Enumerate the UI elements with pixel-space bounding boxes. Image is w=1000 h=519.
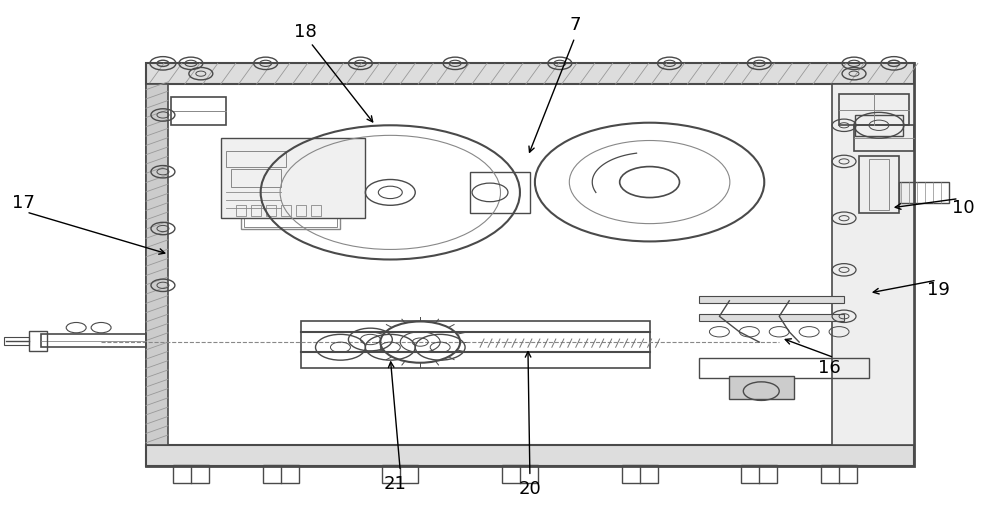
- Bar: [741, 465, 777, 483]
- Bar: [159, 70, 899, 458]
- Bar: [699, 313, 844, 321]
- Text: 16: 16: [818, 359, 840, 377]
- Bar: [502, 465, 538, 483]
- Bar: [171, 97, 226, 125]
- Bar: [382, 465, 418, 483]
- Bar: [699, 296, 844, 304]
- Bar: [622, 465, 658, 483]
- Bar: [236, 206, 246, 215]
- Bar: [244, 158, 337, 227]
- Bar: [266, 206, 276, 215]
- Text: 7: 7: [569, 16, 581, 34]
- Bar: [226, 151, 286, 167]
- Text: 20: 20: [519, 480, 541, 498]
- Text: 19: 19: [927, 281, 950, 299]
- Bar: [832, 84, 914, 445]
- Text: 18: 18: [294, 23, 317, 42]
- Bar: [231, 169, 281, 187]
- Bar: [821, 465, 857, 483]
- Text: 10: 10: [952, 199, 975, 217]
- Bar: [29, 331, 47, 351]
- Bar: [699, 358, 869, 378]
- Bar: [301, 321, 650, 368]
- Text: 17: 17: [12, 194, 35, 212]
- Bar: [251, 206, 261, 215]
- Bar: [899, 182, 949, 203]
- Bar: [869, 159, 889, 211]
- Bar: [263, 465, 299, 483]
- Bar: [146, 445, 914, 466]
- Bar: [470, 172, 530, 213]
- Bar: [729, 376, 794, 399]
- Bar: [146, 63, 914, 466]
- Text: 21: 21: [384, 475, 407, 493]
- Bar: [41, 334, 146, 347]
- Bar: [281, 206, 291, 215]
- Bar: [859, 156, 899, 213]
- Bar: [311, 206, 320, 215]
- Bar: [296, 206, 306, 215]
- Bar: [241, 156, 340, 228]
- Bar: [146, 63, 914, 84]
- Bar: [146, 84, 168, 445]
- Bar: [855, 115, 903, 135]
- Bar: [854, 125, 914, 151]
- Bar: [221, 138, 365, 218]
- Bar: [173, 465, 209, 483]
- Bar: [839, 94, 909, 125]
- Bar: [4, 337, 29, 345]
